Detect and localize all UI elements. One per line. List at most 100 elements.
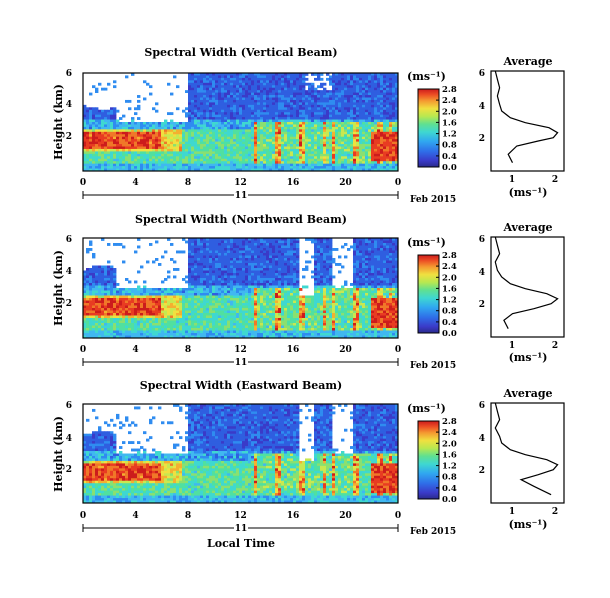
heatmap-cell (296, 99, 300, 103)
heatmap-cell (263, 151, 267, 155)
heatmap-cell (215, 97, 219, 101)
heatmap-cell (353, 141, 357, 145)
heatmap-cell (332, 122, 336, 125)
heatmap-cell (104, 134, 108, 138)
heatmap-cell (293, 102, 297, 106)
heatmap-cell (101, 238, 105, 241)
heatmap-cell (104, 283, 108, 286)
heatmap-cell (212, 95, 216, 98)
heatmap-cell (83, 161, 87, 165)
heatmap-cell (116, 166, 120, 169)
heatmap-cell (194, 313, 198, 316)
heatmap-cell (245, 129, 249, 133)
heatmap-cell (122, 295, 126, 299)
heatmap-cell (89, 129, 93, 133)
heatmap-cell (197, 250, 201, 254)
heatmap-cell (218, 265, 222, 269)
heatmap-cell (290, 126, 294, 130)
heatmap-cell (158, 295, 162, 299)
heatmap-cell (233, 109, 237, 113)
heatmap-cell (83, 323, 87, 326)
heatmap-cell (167, 298, 171, 301)
heatmap-cell (311, 99, 315, 103)
heatmap-cell (107, 318, 111, 321)
heatmap-cell (269, 122, 273, 125)
heatmap-cell (155, 315, 159, 319)
heatmap-cell (158, 333, 162, 336)
heatmap-cell (296, 151, 300, 155)
heatmap-cell (197, 325, 201, 329)
heatmap-cell (137, 122, 141, 125)
heatmap-cell (155, 298, 159, 301)
heatmap-cell (257, 102, 261, 106)
heatmap-cell (92, 156, 96, 160)
heatmap-cell (191, 77, 195, 81)
heatmap-cell (353, 148, 357, 152)
heatmap-cell (212, 243, 216, 246)
heatmap-cell (311, 151, 315, 155)
heatmap-cell (200, 107, 204, 111)
heatmap-cell (338, 124, 342, 128)
heatmap-cell (164, 330, 168, 334)
heatmap-cell (107, 328, 111, 331)
heatmap-cell (350, 156, 354, 160)
heatmap-cell (302, 117, 306, 120)
heatmap-cell (155, 141, 159, 145)
heatmap-cell (110, 122, 114, 125)
heatmap-cell (101, 153, 105, 157)
heatmap-cell (182, 151, 186, 155)
y-tick-label: 6 (66, 69, 72, 79)
heatmap-cell (158, 335, 162, 339)
heatmap-cell (197, 122, 201, 125)
heatmap-cell (362, 97, 366, 101)
heatmap-cell (266, 139, 270, 142)
heatmap-cell (392, 126, 396, 130)
heatmap-cell (119, 166, 123, 169)
heatmap-cell (350, 126, 354, 130)
heatmap-cell (266, 146, 270, 150)
heatmap-cell (98, 109, 102, 113)
heatmap-cell (275, 151, 279, 155)
heatmap-cell (245, 87, 249, 91)
heatmap-cell (200, 253, 204, 256)
heatmap-cell (107, 168, 111, 172)
heatmap-cell (128, 318, 132, 321)
heatmap-cell (299, 87, 303, 91)
heatmap-cell (215, 156, 219, 160)
heatmap-cell (206, 240, 210, 244)
heatmap-cell (191, 82, 195, 86)
heatmap-cell (368, 146, 372, 150)
heatmap-cell (152, 122, 156, 125)
heatmap-cell (239, 144, 243, 147)
heatmap-cell (239, 77, 243, 81)
heatmap-cell (209, 303, 213, 306)
heatmap-cell (218, 275, 222, 279)
heatmap-cell (104, 161, 108, 165)
heatmap-cell (350, 77, 354, 81)
heatmap-cell (128, 166, 132, 169)
heatmap-cell (185, 141, 189, 145)
heatmap-cell (209, 168, 213, 172)
heatmap-cell (134, 325, 138, 329)
heatmap-cell (188, 139, 192, 142)
heatmap-cell (98, 328, 102, 331)
heatmap-cell (365, 104, 369, 108)
heatmap-cell (278, 77, 282, 81)
heatmap-cell (176, 315, 180, 319)
heatmap-cell (116, 131, 120, 135)
heatmap-cell (392, 109, 396, 113)
heatmap-cell (323, 107, 327, 111)
heatmap-cell (209, 275, 213, 279)
heatmap-cell (245, 107, 249, 111)
heatmap-cell (98, 280, 102, 284)
heatmap-cell (212, 158, 216, 162)
heatmap-cell (335, 114, 339, 118)
heatmap-cell (257, 109, 261, 113)
heatmap-cell (209, 117, 213, 120)
heatmap-cell (311, 124, 315, 128)
heatmap-cell (116, 119, 120, 123)
heatmap-cell (155, 303, 159, 306)
heatmap-cell (215, 310, 219, 314)
heatmap-cell (194, 122, 198, 125)
heatmap-cell (182, 303, 186, 306)
